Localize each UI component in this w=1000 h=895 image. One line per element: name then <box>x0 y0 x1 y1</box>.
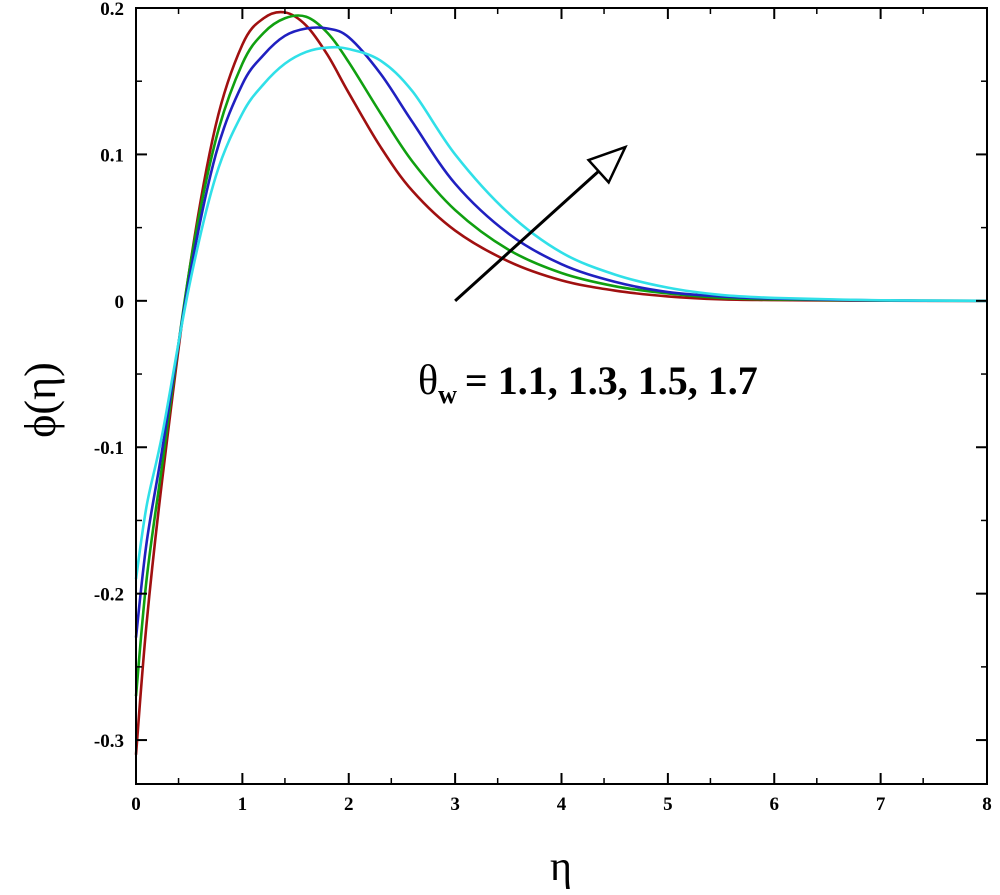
x-tick-label: 7 <box>876 794 886 815</box>
x-tick-label: 1 <box>238 794 248 815</box>
series-lines <box>134 10 988 755</box>
y-tick-label: 0.2 <box>100 0 124 20</box>
y-tick-labels: 0.2 0.1 0 -0.1 -0.2 -0.3 <box>94 0 124 752</box>
x-tick-label: 8 <box>982 794 992 815</box>
x-tick-label: 3 <box>450 794 460 815</box>
y-axis-title: ϕ(η) <box>16 362 65 437</box>
series-line-4 <box>134 45 988 580</box>
axis-ticks <box>135 7 988 784</box>
y-tick-label: -0.3 <box>94 731 124 752</box>
y-tick-label: 0 <box>115 292 125 313</box>
series-line-3 <box>134 26 988 638</box>
annotation-symbol: θ <box>418 358 438 404</box>
y-tick-label: -0.1 <box>94 438 124 459</box>
annotation-values: = 1.1, 1.3, 1.5, 1.7 <box>465 358 758 403</box>
y-tick-label: 0.1 <box>100 145 124 166</box>
x-tick-label: 6 <box>770 794 780 815</box>
x-axis-title: η <box>550 844 572 890</box>
x-tick-label: 2 <box>344 794 354 815</box>
arrow-head <box>586 144 628 185</box>
annotation-subscript: w <box>438 380 457 409</box>
x-tick-label: 4 <box>557 794 567 815</box>
x-tick-labels: 0 1 2 3 4 5 6 7 8 <box>131 794 992 815</box>
annotation-label: θw = 1.1, 1.3, 1.5, 1.7 <box>418 358 758 409</box>
arrow-shaft <box>454 170 600 302</box>
series-line-2 <box>134 14 988 697</box>
y-tick-label: -0.2 <box>94 585 124 606</box>
x-tick-label: 5 <box>663 794 673 815</box>
x-tick-label: 0 <box>131 794 141 815</box>
parameter-annotation: θw = 1.1, 1.3, 1.5, 1.7 <box>418 144 758 409</box>
